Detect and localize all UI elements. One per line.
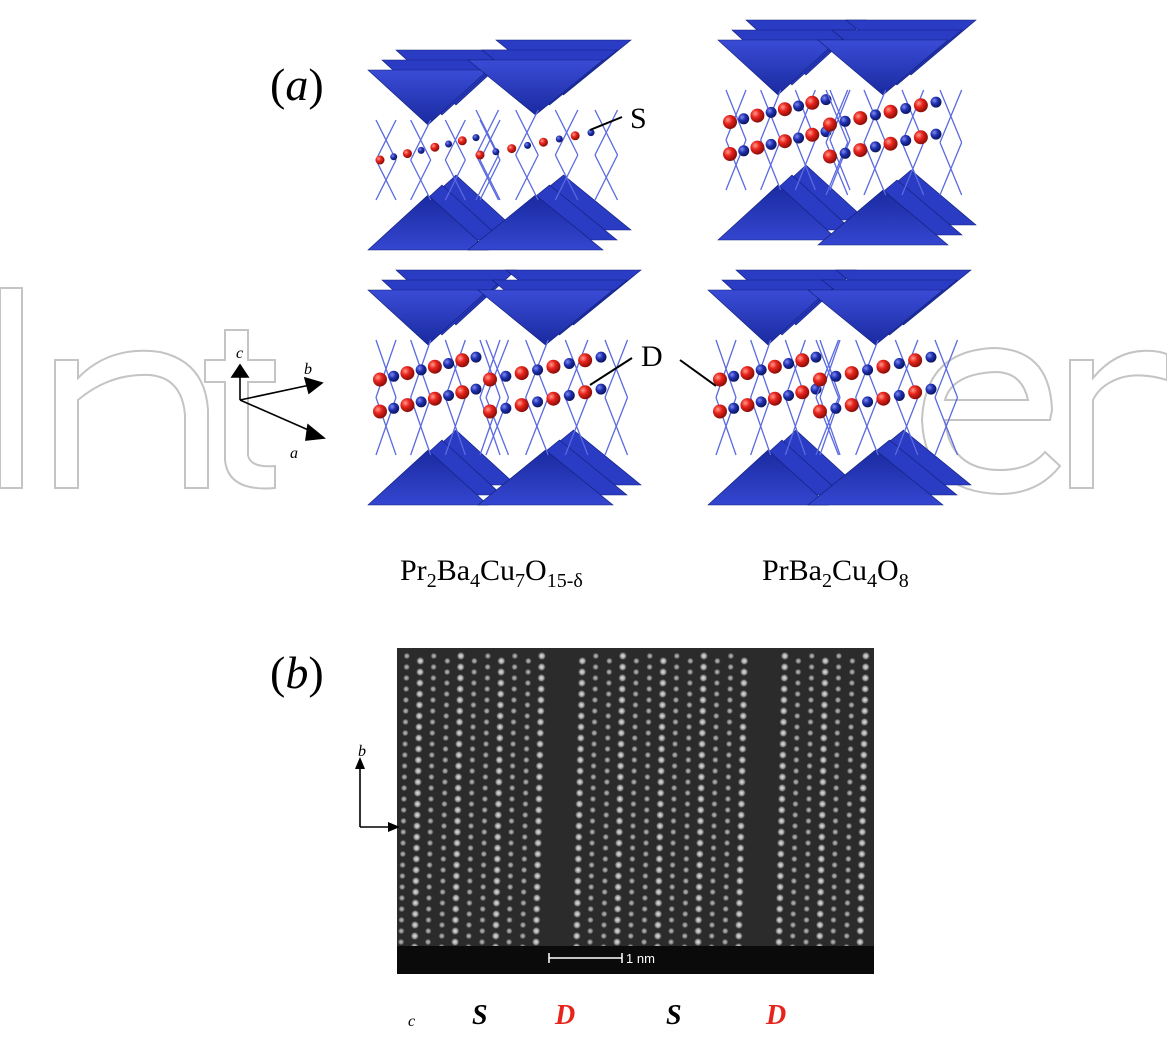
structure-single-2: [467, 39, 632, 251]
callout-d-line-left: [589, 357, 633, 386]
watermark: [0, 287, 1167, 496]
scale-bar: [548, 953, 623, 963]
stem-micrograph: 1 nm: [397, 648, 874, 974]
arrow-b-up-icon: [355, 757, 365, 769]
callout-d-line-right: [679, 359, 717, 387]
axis-label-b: b: [304, 361, 312, 378]
arrow-c-right-icon: [388, 822, 400, 832]
axis-label-a: a: [290, 445, 298, 462]
callout-single-chain: S: [630, 102, 647, 135]
chain-label-single-1: S: [472, 1000, 488, 1031]
watermark-letter-n: [54, 349, 209, 489]
panel-b-label: (b): [270, 647, 324, 698]
structure-prba2cu4o8-bot-2: [807, 269, 972, 506]
chain-label-double-1: D: [555, 1000, 576, 1031]
structure-prba2cu4o8-top-1: [717, 19, 867, 241]
chain-label-single-2: S: [666, 1000, 682, 1031]
arrow-a-icon: [305, 423, 326, 441]
axis-triad-b: [355, 757, 400, 832]
watermark-letter-e: [920, 346, 1062, 496]
chain-label-double-2: D: [766, 1000, 787, 1031]
panel-a-label: (a): [270, 59, 324, 110]
structure-double-1: [367, 269, 517, 506]
formula-prba2cu4o8: PrBa2Cu4O8: [762, 554, 909, 592]
axis-label-b2: b: [358, 743, 366, 760]
formula-pr2ba4cu7o15: Pr2Ba4Cu7O15-δ: [400, 554, 583, 592]
arrow-c-icon: [230, 363, 250, 378]
structure-single-1: [367, 49, 517, 251]
structure-double-2: [477, 269, 642, 506]
watermark-letter-i: [0, 287, 23, 489]
crystal-structures: [230, 19, 977, 506]
watermark-letter-t: [204, 329, 276, 490]
callout-double-chain: D: [641, 340, 663, 373]
callout-s-line: [589, 116, 623, 131]
arrow-b-icon: [303, 376, 324, 395]
scale-bar-label: 1 nm: [626, 951, 655, 966]
watermark-letter-n2: [1069, 349, 1167, 489]
structure-prba2cu4o8-bot-1: [707, 269, 857, 506]
axis-label-c: c: [236, 345, 244, 362]
axis-triad-a: [230, 363, 326, 441]
structure-prba2cu4o8-top-2: [817, 19, 977, 246]
axis-label-c2: c: [408, 1013, 416, 1030]
